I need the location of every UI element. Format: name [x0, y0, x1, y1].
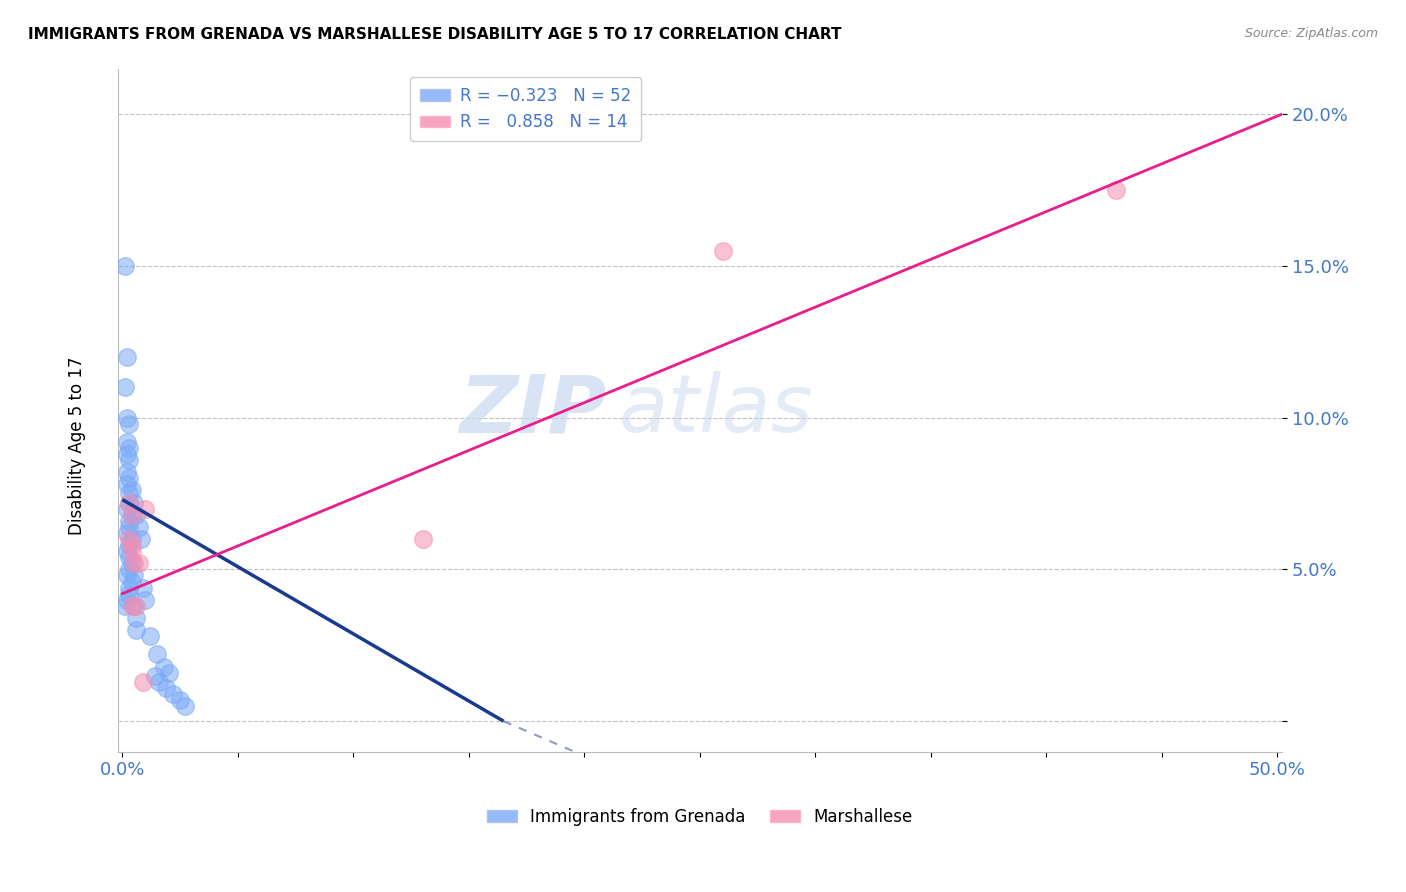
Point — [155, 681, 177, 695]
Text: IMMIGRANTS FROM GRENADA VS MARSHALLESE DISABILITY AGE 5 TO 17 CORRELATION CHART: IMMIGRANTS FROM GRENADA VS MARSHALLESE D… — [28, 27, 842, 42]
Text: ZIP: ZIP — [460, 371, 607, 449]
Point — [153, 659, 176, 673]
Point — [115, 568, 138, 582]
Point — [118, 538, 141, 552]
Text: Source: ZipAtlas.com: Source: ZipAtlas.com — [1244, 27, 1378, 40]
Point — [118, 581, 141, 595]
Point — [132, 674, 155, 689]
Point — [118, 486, 141, 500]
Point — [157, 665, 180, 680]
Point — [115, 477, 138, 491]
Legend: Immigrants from Grenada, Marshallese: Immigrants from Grenada, Marshallese — [479, 801, 920, 832]
Point — [118, 441, 141, 455]
Point — [118, 532, 141, 546]
Point — [114, 599, 136, 613]
Point — [121, 544, 143, 558]
Point — [122, 495, 145, 509]
Point — [114, 259, 136, 273]
Point — [118, 520, 141, 534]
Point — [121, 599, 143, 613]
Point — [1105, 183, 1128, 197]
Point — [139, 629, 162, 643]
Point — [118, 514, 141, 528]
Point — [118, 550, 141, 565]
Point — [134, 592, 156, 607]
Point — [118, 562, 141, 576]
Point — [115, 434, 138, 449]
Point — [118, 471, 141, 485]
Point — [118, 495, 141, 509]
Point — [115, 410, 138, 425]
Point — [115, 544, 138, 558]
Point — [125, 599, 148, 613]
Point — [118, 587, 141, 601]
Point — [173, 698, 195, 713]
Point — [115, 465, 138, 479]
Point — [412, 532, 434, 546]
Point — [118, 417, 141, 431]
Point — [118, 453, 141, 467]
Point — [125, 508, 148, 522]
Point — [132, 581, 155, 595]
Point — [169, 693, 191, 707]
Point — [128, 557, 150, 571]
Point — [121, 532, 143, 546]
Point — [122, 599, 145, 613]
Point — [121, 557, 143, 571]
Point — [121, 483, 143, 498]
Point — [115, 592, 138, 607]
Point — [128, 520, 150, 534]
Point — [121, 538, 143, 552]
Point — [122, 568, 145, 582]
Point — [162, 687, 184, 701]
Point — [114, 380, 136, 394]
Text: Disability Age 5 to 17: Disability Age 5 to 17 — [69, 357, 86, 535]
Point — [125, 611, 148, 625]
Point — [121, 574, 143, 589]
Point — [148, 674, 170, 689]
Point — [134, 501, 156, 516]
Point — [125, 623, 148, 637]
Point — [146, 648, 169, 662]
Point — [115, 447, 138, 461]
Point — [122, 557, 145, 571]
Point — [711, 244, 734, 258]
Point — [121, 508, 143, 522]
Text: atlas: atlas — [619, 371, 813, 449]
Point — [115, 525, 138, 540]
Point — [115, 501, 138, 516]
Point — [115, 350, 138, 364]
Point — [143, 668, 166, 682]
Point — [129, 532, 152, 546]
Point — [118, 495, 141, 509]
Point — [121, 508, 143, 522]
